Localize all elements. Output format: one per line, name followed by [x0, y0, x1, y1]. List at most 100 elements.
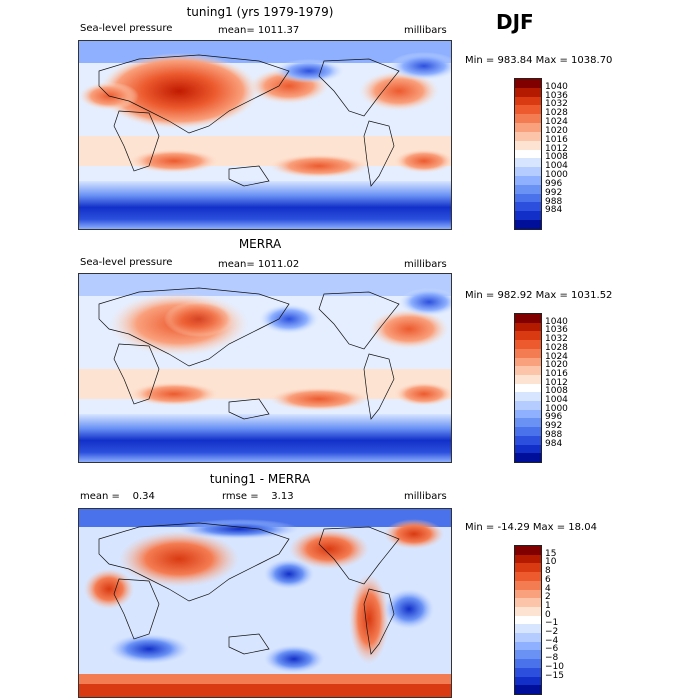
panel-1-colorbar-tick-label: 1024 — [545, 117, 568, 128]
panel-3-colorbar-swatch — [515, 554, 541, 564]
panel-1-colorbar-tick-label: 988 — [545, 196, 563, 207]
panel-2-map — [78, 273, 452, 463]
panel-1-colorbar-swatch — [515, 149, 541, 159]
panel-2-colorbar-swatch — [515, 374, 541, 384]
panel-2-colorbar-swatch — [515, 331, 541, 341]
panel-2-colorbar-tick-label: 1008 — [545, 386, 568, 397]
panel-3-field — [79, 509, 451, 697]
panel-1-colorbar — [514, 78, 542, 230]
panel-3-colorbar-tick-label: −4 — [545, 635, 559, 646]
panel-2-colorbar-tick-label: 996 — [545, 412, 563, 423]
panel-2-colorbar-swatch — [515, 357, 541, 367]
panel-3-colorbar-tick-label: 4 — [545, 583, 551, 594]
panel-2-colorbar-swatch — [515, 392, 541, 402]
panel-1-units-label: millibars — [404, 25, 447, 36]
panel-3-colorbar-swatch — [515, 633, 541, 642]
panel-2-colorbar-swatch — [515, 435, 541, 445]
panel-1-colorbar-tick-label: 1000 — [545, 170, 568, 181]
panel-3-colorbar-tick-label: 15 — [545, 548, 557, 559]
panel-3-colorbar-swatch — [515, 676, 541, 686]
panel-2-colorbar-swatches — [515, 314, 541, 462]
panel-2-colorbar-swatch — [515, 314, 541, 323]
panel-3-colorbar-tick-label: −6 — [545, 644, 559, 655]
panel-2-colorbar-swatch — [515, 453, 541, 462]
panel-3-colorbar-tick-label: 2 — [545, 592, 551, 603]
panel-3-map — [78, 508, 452, 698]
panel-3-colorbar-tick-label: −10 — [545, 661, 564, 672]
panel-2-range-label: Min = 982.92 Max = 1031.52 — [465, 290, 613, 301]
panel-3-colorbar-tick-label: 1 — [545, 600, 551, 611]
panel-3-colorbar-tick-label: −8 — [545, 653, 559, 664]
panel-2-mean-label: mean= 1011.02 — [218, 259, 300, 270]
panel-1-colorbar-tick-label: 1004 — [545, 161, 568, 172]
panel-2-colorbar-tick-label: 1040 — [545, 316, 568, 327]
panel-1-colorbar-swatch — [515, 114, 541, 124]
panel-3-colorbar-swatches — [515, 546, 541, 694]
panel-3-colorbar — [514, 545, 542, 695]
panel-1-colorbar-swatch — [515, 79, 541, 88]
panel-1-colorbar-tick-label: 1012 — [545, 143, 568, 154]
panel-3-colorbar-tick-label: 10 — [545, 557, 557, 568]
panel-1-colorbar-swatch — [515, 87, 541, 97]
panel-3-colorbar-swatch — [515, 580, 541, 590]
panel-1-colorbar-swatch — [515, 193, 541, 203]
panel-3-colorbar-tick-label: 0 — [545, 609, 551, 620]
panel-3-title: tuning1 - MERRA — [209, 472, 311, 486]
panel-3-colorbar-swatch — [515, 641, 541, 651]
panel-2-colorbar-tick-label: 1028 — [545, 342, 568, 353]
panel-1-colorbar-tick-label: 1032 — [545, 99, 568, 110]
panel-1-colorbar-tick-label: 1020 — [545, 125, 568, 136]
panel-1-colorbar-tick-label: 992 — [545, 187, 563, 198]
panel-2-colorbar-tick-label: 1036 — [545, 325, 568, 336]
panel-3-colorbar-swatch — [515, 667, 541, 677]
panel-1-colorbar-tick-label: 1016 — [545, 134, 568, 145]
panel-2-colorbar-tick-label: 984 — [545, 438, 563, 449]
panel-2-colorbar-swatch — [515, 383, 541, 393]
panel-2-variable-label: Sea-level pressure — [80, 257, 173, 268]
panel-2-colorbar-tick-label: 1024 — [545, 351, 568, 362]
panel-2-colorbar-swatch — [515, 322, 541, 332]
panel-1-title: tuning1 (yrs 1979-1979) — [186, 5, 334, 19]
panel-2-colorbar-swatch — [515, 348, 541, 358]
panel-1-colorbar-tick-label: 996 — [545, 178, 563, 189]
panel-3-colorbar-tick-label: −1 — [545, 618, 559, 629]
panel-1-colorbar-swatch — [515, 184, 541, 194]
panel-1-colorbar-swatch — [515, 105, 541, 115]
panel-2-colorbar-swatch — [515, 418, 541, 428]
panel-1-colorbar-swatch — [515, 131, 541, 141]
panel-2-colorbar-tick-label: 1032 — [545, 334, 568, 345]
panel-1-colorbar-swatches — [515, 79, 541, 229]
panel-2-colorbar-swatch — [515, 444, 541, 454]
panel-1-colorbar-swatch — [515, 123, 541, 132]
panel-2-colorbar-tick-label: 1004 — [545, 395, 568, 406]
panel-3-colorbar-swatch — [515, 546, 541, 555]
panel-1-map — [78, 40, 452, 230]
panel-2-colorbar-swatch — [515, 340, 541, 349]
panel-2-title: MERRA — [238, 237, 282, 251]
panel-1-field — [79, 41, 451, 229]
panel-2-colorbar — [514, 313, 542, 463]
panel-3-colorbar-swatch — [515, 598, 541, 607]
panel-1-range-label: Min = 983.84 Max = 1038.70 — [465, 55, 613, 66]
panel-2-colorbar-swatch — [515, 366, 541, 375]
panel-2-field — [79, 274, 451, 462]
panel-2-colorbar-tick-label: 988 — [545, 429, 563, 440]
panel-3-colorbar-tick-label: 6 — [545, 574, 551, 585]
panel-1-colorbar-tick-label: 984 — [545, 205, 563, 216]
panel-1-colorbar-tick-label: 1036 — [545, 90, 568, 101]
panel-1-colorbar-tick-label: 1008 — [545, 152, 568, 163]
panel-3-colorbar-swatch — [515, 624, 541, 634]
panel-1-colorbar-swatch — [515, 140, 541, 150]
panel-2-colorbar-tick-label: 992 — [545, 421, 563, 432]
panel-3-colorbar-swatch — [515, 572, 541, 581]
panel-1-colorbar-swatch — [515, 96, 541, 106]
panel-1-colorbar-swatch — [515, 211, 541, 220]
panel-3-colorbar-swatch — [515, 659, 541, 668]
panel-2-colorbar-tick-label: 1020 — [545, 360, 568, 371]
panel-2-colorbar-tick-label: 1016 — [545, 368, 568, 379]
panel-1-colorbar-swatch — [515, 220, 541, 229]
panel-1-colorbar-tick-label: 1028 — [545, 108, 568, 119]
panel-3-colorbar-swatch — [515, 563, 541, 573]
panel-2-colorbar-swatch — [515, 427, 541, 436]
season-label: DJF — [496, 10, 534, 34]
